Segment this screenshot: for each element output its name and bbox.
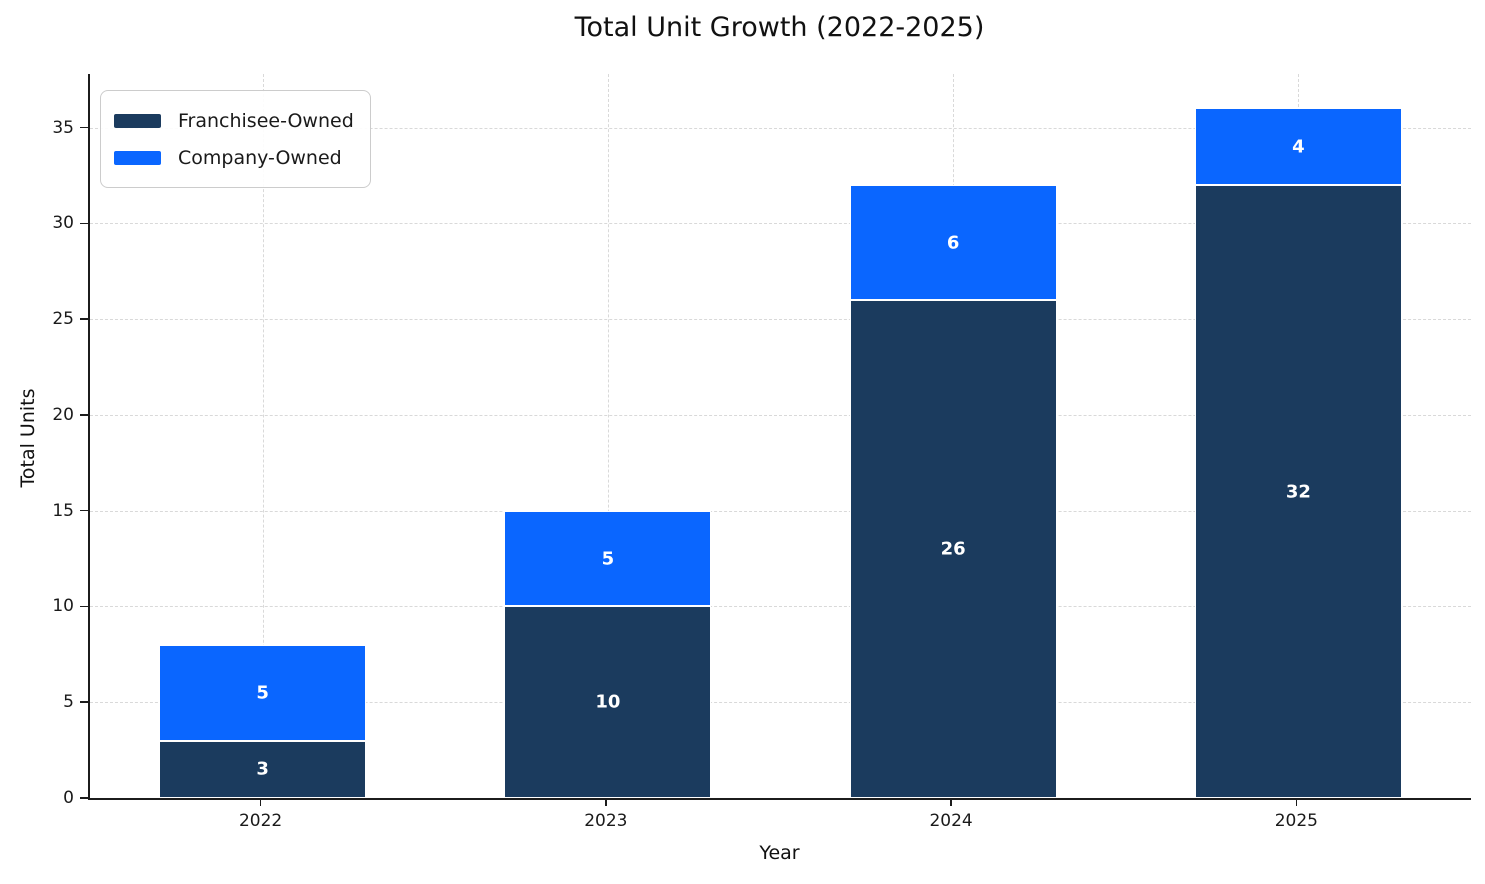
bar-segment-2023-company-owned xyxy=(504,510,712,607)
x-tick xyxy=(259,798,262,806)
gridline-horizontal xyxy=(90,223,1471,225)
x-tick xyxy=(950,798,952,806)
bar-segment-2022-company-owned xyxy=(159,644,367,741)
y-tick xyxy=(80,797,88,799)
legend-swatch-company-owned xyxy=(114,150,161,165)
y-tick-label: 10 xyxy=(52,596,74,617)
x-tick-label: 2024 xyxy=(929,811,973,831)
bar-value-label: 4 xyxy=(1292,136,1305,158)
y-tick-label: 0 xyxy=(63,788,74,808)
x-tick-label: 2023 xyxy=(584,811,628,831)
legend-item-franchisee-owned: Franchisee-Owned xyxy=(114,102,354,139)
bar-segment-2024-franchisee-owned xyxy=(849,300,1057,798)
bar-value-label: 10 xyxy=(595,691,621,713)
bar-segment-2024-company-owned xyxy=(849,185,1057,300)
gridline-horizontal xyxy=(90,702,1471,704)
bar-segment-2022-franchisee-owned xyxy=(159,740,367,798)
x-tick-label: 2025 xyxy=(1274,811,1318,831)
y-tick xyxy=(80,701,88,703)
bar-value-label: 5 xyxy=(601,548,615,570)
legend-label-company-owned: Company-Owned xyxy=(178,146,342,169)
legend-item-company-owned: Company-Owned xyxy=(114,139,354,176)
bar-segment-2025-company-owned xyxy=(1194,108,1402,186)
x-axis-label: Year xyxy=(759,842,800,864)
plot-area: Franchisee-Owned Company-Owned 3 5 10 5 26 6 3… xyxy=(88,74,1471,800)
y-tick xyxy=(80,318,88,320)
bar-segment-2023-franchisee-owned xyxy=(504,606,712,798)
y-tick-label: 35 xyxy=(52,117,74,138)
bar-value-label: 5 xyxy=(256,682,269,704)
gridline-vertical xyxy=(607,74,609,798)
legend-swatch-franchisee-owned xyxy=(114,113,161,128)
y-tick xyxy=(80,605,88,608)
bar-value-label: 26 xyxy=(940,538,966,560)
gridline-horizontal xyxy=(90,319,1471,321)
gridline-horizontal xyxy=(90,414,1471,416)
y-tick-label: 30 xyxy=(52,213,74,234)
gridline-horizontal xyxy=(90,606,1471,608)
bar-value-label: 3 xyxy=(256,758,269,780)
y-tick-label: 5 xyxy=(63,692,74,713)
bar-value-label: 32 xyxy=(1285,481,1311,503)
legend-label-franchisee-owned: Franchisee-Owned xyxy=(178,109,354,132)
gridline-horizontal xyxy=(90,127,1471,129)
y-tick-label: 15 xyxy=(52,500,74,521)
y-tick-label: 20 xyxy=(52,404,74,425)
y-tick-label: 25 xyxy=(52,309,74,330)
y-tick xyxy=(80,222,88,225)
y-tick xyxy=(80,126,88,129)
y-tick xyxy=(80,414,88,416)
gridline-vertical xyxy=(262,74,264,798)
bar-segment-2025-franchisee-owned xyxy=(1194,185,1402,798)
x-tick xyxy=(1295,798,1298,806)
chart-title: Total Unit Growth (2022-2025) xyxy=(574,12,985,43)
x-tick-label: 2022 xyxy=(238,811,283,831)
gridline-horizontal xyxy=(90,510,1471,512)
legend: Franchisee-Owned Company-Owned xyxy=(100,90,371,188)
x-tick xyxy=(605,798,607,806)
bar-value-label: 6 xyxy=(946,232,960,254)
y-tick xyxy=(80,509,88,512)
